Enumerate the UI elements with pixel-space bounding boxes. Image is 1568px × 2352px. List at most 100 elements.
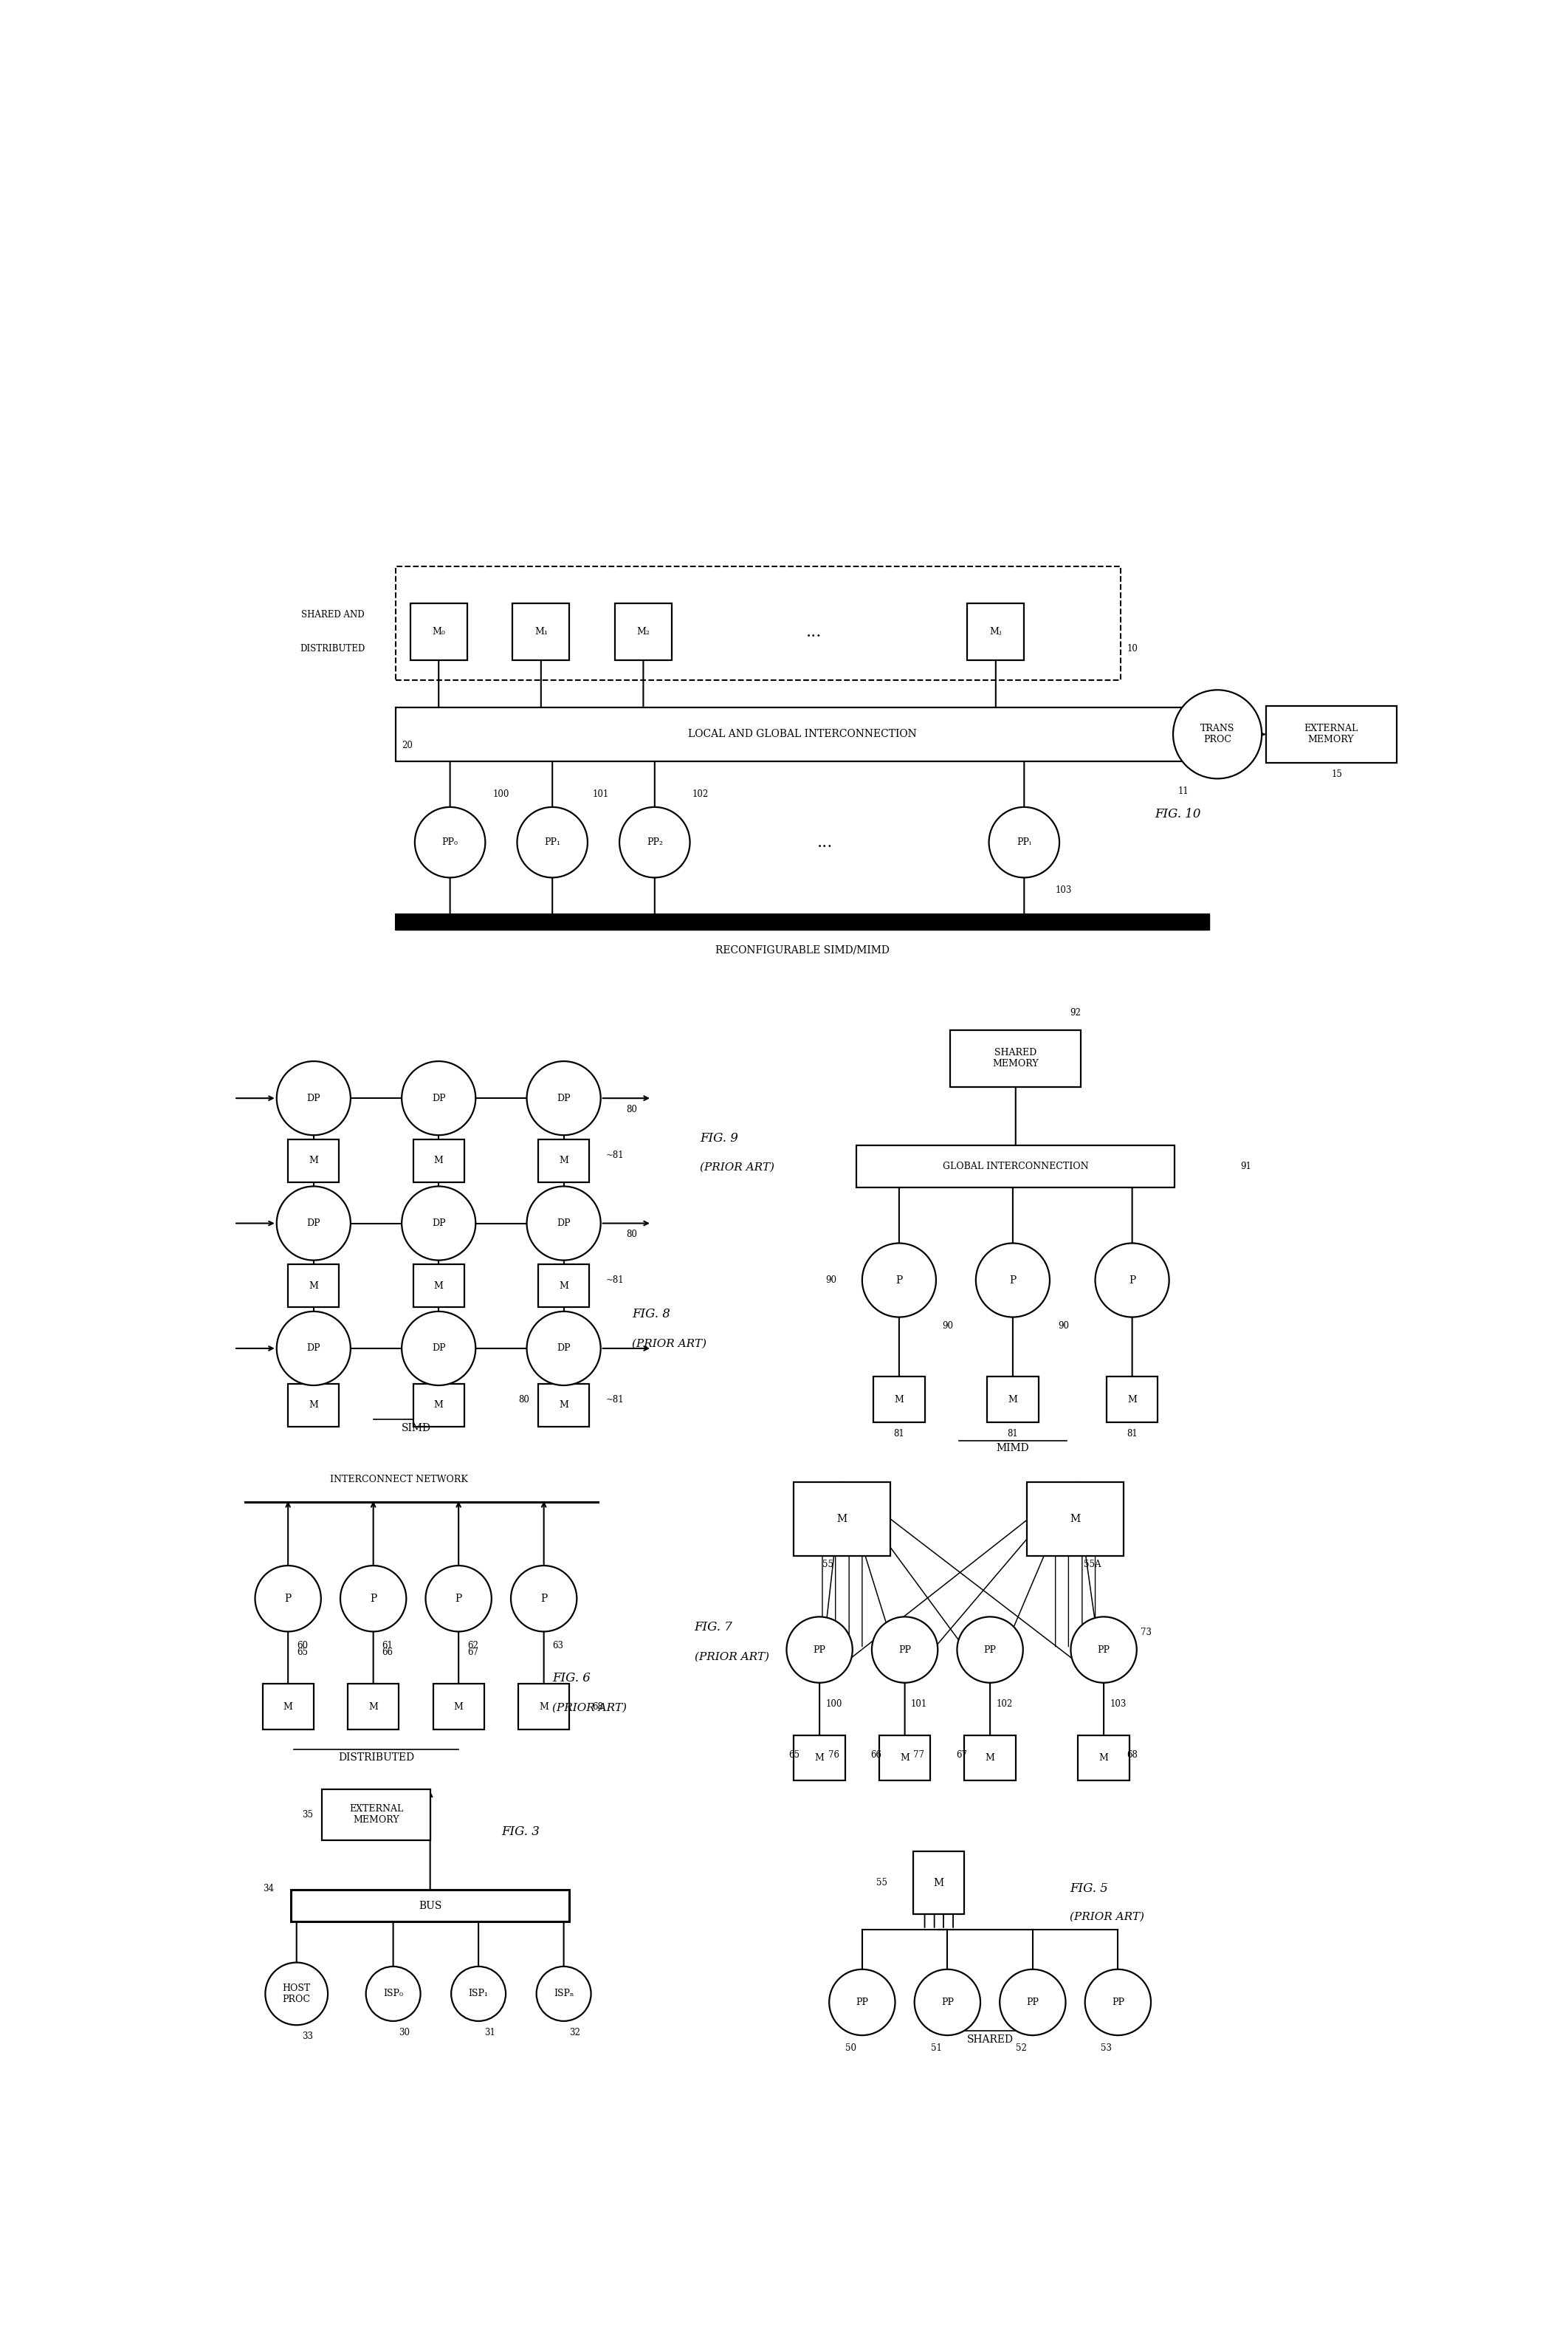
Circle shape bbox=[401, 1185, 475, 1261]
Text: P: P bbox=[285, 1592, 292, 1604]
Bar bbox=[292, 1891, 569, 1922]
Text: ISP₀: ISP₀ bbox=[383, 1990, 403, 1999]
Circle shape bbox=[340, 1566, 406, 1632]
Circle shape bbox=[276, 1312, 351, 1385]
Text: 60: 60 bbox=[296, 1642, 307, 1651]
Text: PP: PP bbox=[983, 1644, 996, 1653]
Bar bbox=[880, 1736, 930, 1780]
Text: ISP₁: ISP₁ bbox=[469, 1990, 488, 1999]
Bar bbox=[856, 1145, 1174, 1188]
Text: M: M bbox=[368, 1703, 378, 1712]
Bar bbox=[538, 1383, 590, 1428]
Text: FIG. 10: FIG. 10 bbox=[1156, 807, 1201, 821]
Text: 90: 90 bbox=[1058, 1322, 1069, 1331]
Text: RECONFIGURABLE SIMD/MIMD: RECONFIGURABLE SIMD/MIMD bbox=[715, 946, 889, 955]
Text: ~81: ~81 bbox=[605, 1395, 624, 1404]
Circle shape bbox=[276, 1185, 351, 1261]
Circle shape bbox=[1094, 1244, 1170, 1317]
Circle shape bbox=[401, 1061, 475, 1136]
Circle shape bbox=[872, 1616, 938, 1682]
Text: 90: 90 bbox=[942, 1322, 953, 1331]
Text: 62: 62 bbox=[467, 1642, 478, 1651]
Bar bbox=[1027, 1482, 1124, 1557]
Text: M: M bbox=[434, 1282, 444, 1291]
Circle shape bbox=[914, 1969, 980, 2034]
Text: HOST
PROC: HOST PROC bbox=[282, 1983, 310, 2004]
Text: 80: 80 bbox=[627, 1105, 638, 1115]
Text: BUS: BUS bbox=[419, 1900, 442, 1910]
Text: 55: 55 bbox=[877, 1879, 887, 1889]
Text: SHARED: SHARED bbox=[967, 2034, 1013, 2044]
Bar bbox=[964, 1736, 1016, 1780]
Bar bbox=[913, 1851, 964, 1915]
Text: 80: 80 bbox=[627, 1230, 638, 1240]
Text: 15: 15 bbox=[1331, 769, 1342, 779]
Text: DP: DP bbox=[307, 1218, 320, 1228]
Bar bbox=[988, 1376, 1038, 1423]
Text: PPᵢ: PPᵢ bbox=[1018, 837, 1032, 847]
Text: SIMD: SIMD bbox=[401, 1423, 431, 1432]
Text: PP₁: PP₁ bbox=[544, 837, 560, 847]
Text: M: M bbox=[539, 1703, 549, 1712]
Bar bbox=[412, 1265, 464, 1308]
Circle shape bbox=[975, 1244, 1049, 1317]
Text: 80: 80 bbox=[519, 1395, 530, 1404]
Text: (PRIOR ART): (PRIOR ART) bbox=[695, 1651, 768, 1663]
Circle shape bbox=[527, 1312, 601, 1385]
Circle shape bbox=[1173, 689, 1262, 779]
Text: 65: 65 bbox=[296, 1649, 307, 1658]
Circle shape bbox=[829, 1969, 895, 2034]
Text: M: M bbox=[558, 1282, 569, 1291]
Circle shape bbox=[425, 1566, 491, 1632]
Circle shape bbox=[862, 1244, 936, 1317]
Circle shape bbox=[527, 1061, 601, 1136]
Text: 102: 102 bbox=[691, 790, 709, 800]
Text: 30: 30 bbox=[398, 2027, 411, 2037]
Text: M: M bbox=[815, 1752, 825, 1762]
Text: PP₂: PP₂ bbox=[646, 837, 663, 847]
Circle shape bbox=[1071, 1616, 1137, 1682]
Bar bbox=[262, 1684, 314, 1729]
Bar bbox=[1265, 706, 1397, 762]
Text: PP: PP bbox=[814, 1644, 826, 1653]
Bar bbox=[412, 1383, 464, 1428]
Text: 35: 35 bbox=[303, 1809, 314, 1820]
Circle shape bbox=[989, 807, 1060, 877]
Bar bbox=[397, 708, 1209, 762]
Text: SHARED AND: SHARED AND bbox=[301, 609, 365, 619]
Bar bbox=[950, 1030, 1080, 1087]
Bar bbox=[411, 604, 467, 661]
Text: M: M bbox=[453, 1703, 463, 1712]
Text: FIG. 5: FIG. 5 bbox=[1069, 1882, 1109, 1896]
Circle shape bbox=[1000, 1969, 1066, 2034]
Circle shape bbox=[452, 1966, 506, 2020]
Text: ISPₙ: ISPₙ bbox=[554, 1990, 574, 1999]
Text: 92: 92 bbox=[1069, 1009, 1080, 1018]
Text: 77: 77 bbox=[914, 1750, 925, 1759]
Text: 10: 10 bbox=[1127, 644, 1138, 654]
Text: 102: 102 bbox=[996, 1698, 1013, 1708]
Circle shape bbox=[619, 807, 690, 877]
Text: M: M bbox=[837, 1515, 847, 1524]
Bar bbox=[1079, 1736, 1129, 1780]
Text: DP: DP bbox=[431, 1218, 445, 1228]
Bar bbox=[538, 1265, 590, 1308]
Text: 11: 11 bbox=[1178, 786, 1189, 795]
Text: GLOBAL INTERCONNECTION: GLOBAL INTERCONNECTION bbox=[942, 1162, 1088, 1171]
Text: 50: 50 bbox=[845, 2044, 856, 2053]
Bar bbox=[348, 1684, 398, 1729]
Text: 100: 100 bbox=[492, 790, 510, 800]
Text: M: M bbox=[558, 1399, 569, 1411]
Text: M: M bbox=[1008, 1395, 1018, 1404]
Text: EXTERNAL
MEMORY: EXTERNAL MEMORY bbox=[1305, 724, 1358, 746]
Bar bbox=[289, 1138, 339, 1183]
Text: 20: 20 bbox=[401, 741, 412, 750]
Circle shape bbox=[276, 1061, 351, 1136]
Circle shape bbox=[1085, 1969, 1151, 2034]
Text: ...: ... bbox=[806, 623, 822, 640]
Bar bbox=[615, 604, 671, 661]
Text: 55A: 55A bbox=[1083, 1559, 1101, 1569]
Text: M: M bbox=[933, 1877, 944, 1889]
Text: 66: 66 bbox=[870, 1750, 881, 1759]
Text: M: M bbox=[894, 1395, 903, 1404]
